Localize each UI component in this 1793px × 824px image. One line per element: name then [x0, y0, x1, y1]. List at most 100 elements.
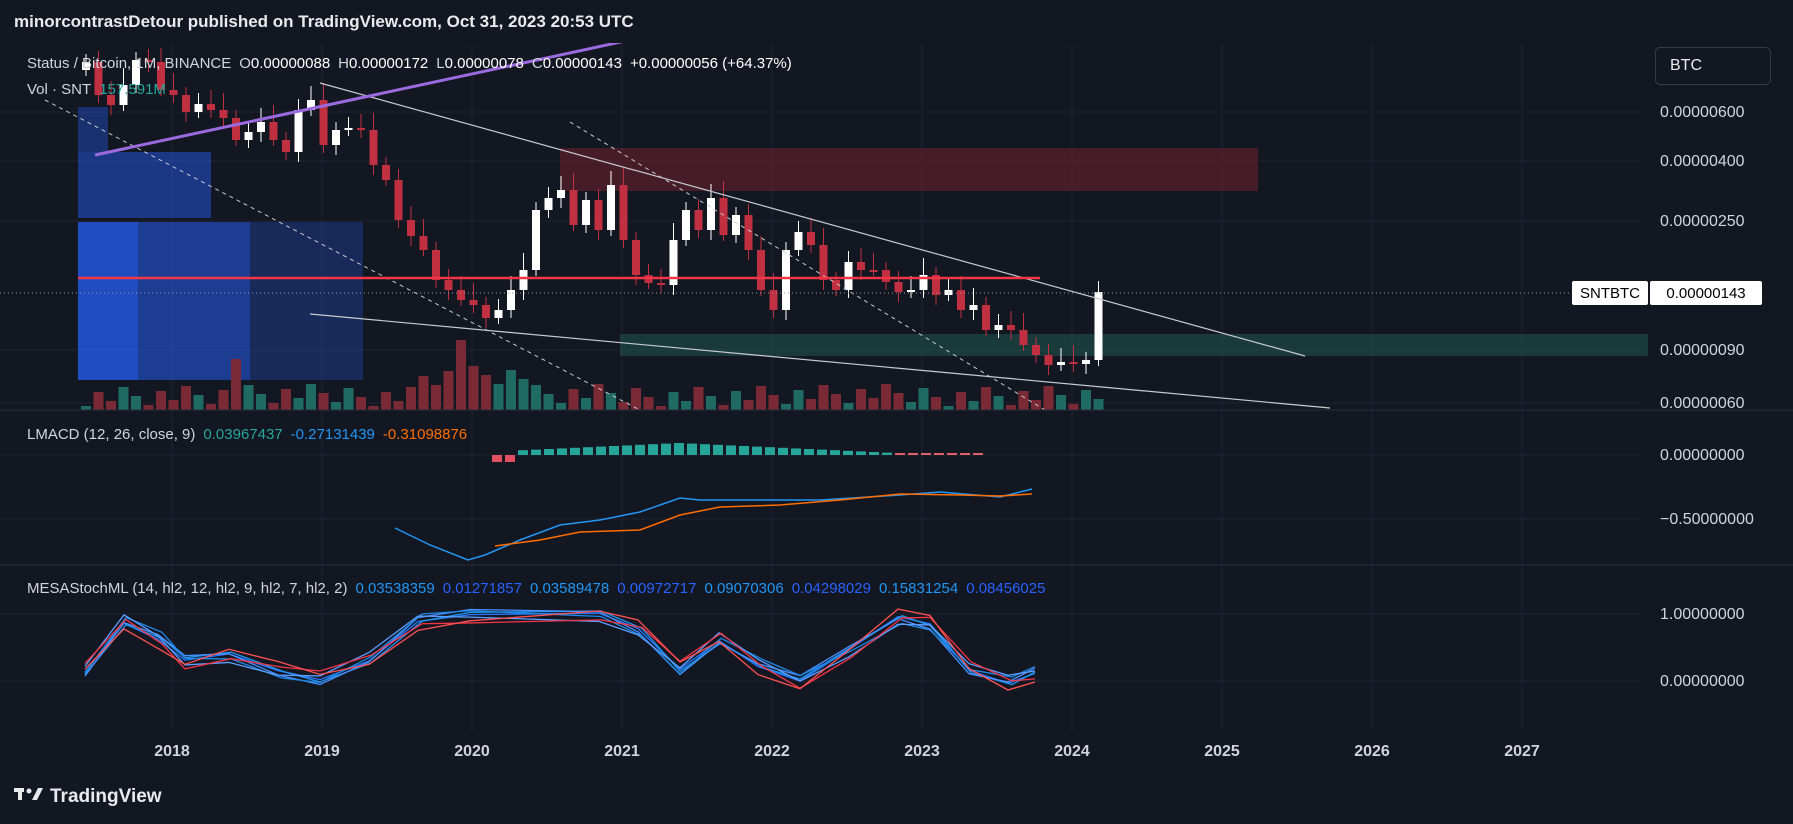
candle-body[interactable]: [632, 240, 640, 275]
main-legend[interactable]: Status / Bitcoin, 1M, BINANCE O0.00000088…: [27, 55, 800, 72]
candle-body[interactable]: [1032, 345, 1040, 355]
lmacd-name[interactable]: LMACD (12, 26, close, 9): [27, 426, 196, 443]
candle-body[interactable]: [607, 185, 615, 230]
candle-body[interactable]: [144, 60, 153, 62]
candle-body[interactable]: [1082, 360, 1090, 364]
candle-body[interactable]: [957, 290, 965, 310]
candle-body[interactable]: [532, 210, 540, 270]
candle-body[interactable]: [982, 305, 990, 330]
candle-body[interactable]: [1057, 362, 1065, 365]
candle-body[interactable]: [969, 305, 978, 310]
candle-body[interactable]: [169, 90, 178, 95]
candle-body[interactable]: [344, 128, 353, 130]
candle-body[interactable]: [257, 122, 265, 132]
candle-body[interactable]: [394, 180, 403, 220]
price-axis[interactable]: 0.00000600 0.00000400 0.00000250 0.00000090…: [1660, 104, 1754, 690]
lmacd-hist-bar: [856, 451, 866, 455]
candle-body[interactable]: [444, 280, 453, 290]
candle-body[interactable]: [94, 62, 103, 95]
candle-body[interactable]: [282, 140, 290, 152]
candle-body[interactable]: [457, 290, 465, 300]
mesa-legend[interactable]: MESAStochML (14, hl2, 12, hl2, 9, hl2, 7…: [27, 580, 1053, 597]
candle-body[interactable]: [819, 245, 828, 280]
volume-legend[interactable]: Vol · SNT 157.591M: [27, 81, 174, 98]
candle-body[interactable]: [382, 165, 390, 180]
candle-body[interactable]: [657, 283, 665, 285]
candle-body[interactable]: [1007, 325, 1015, 330]
candle-body[interactable]: [482, 305, 490, 318]
candle-body[interactable]: [469, 300, 478, 305]
candle-body[interactable]: [107, 95, 115, 105]
candle-body[interactable]: [157, 62, 165, 90]
candle-body[interactable]: [807, 232, 815, 245]
candle-body[interactable]: [544, 198, 553, 210]
candle-body[interactable]: [369, 130, 378, 165]
candle-body[interactable]: [519, 270, 528, 290]
price-tag-value-box: [1650, 281, 1762, 305]
candle-body[interactable]: [682, 210, 690, 240]
candle-body[interactable]: [357, 128, 365, 130]
candle-body[interactable]: [269, 122, 278, 140]
candle-body[interactable]: [319, 100, 328, 145]
candle-body[interactable]: [407, 220, 415, 236]
candle-body[interactable]: [619, 185, 628, 240]
candle-body[interactable]: [557, 190, 565, 198]
candle-body[interactable]: [919, 275, 928, 290]
candle-body[interactable]: [494, 310, 503, 318]
lmacd-hist-bar: [609, 446, 619, 455]
candle-body[interactable]: [182, 95, 190, 112]
candle-body[interactable]: [1044, 355, 1053, 365]
candle-body[interactable]: [719, 198, 728, 235]
candle-body[interactable]: [569, 190, 578, 225]
candle-body[interactable]: [757, 250, 765, 290]
candle-body[interactable]: [582, 200, 590, 225]
candle-body[interactable]: [869, 270, 878, 272]
candle-body[interactable]: [232, 118, 240, 140]
chart-area[interactable]: 0.00000600 0.00000400 0.00000250 0.00000090…: [0, 38, 1793, 800]
volume-label[interactable]: Vol · SNT: [27, 81, 92, 98]
candle-body[interactable]: [732, 215, 740, 235]
candle-body[interactable]: [907, 290, 915, 292]
candle-body[interactable]: [832, 280, 840, 290]
time-axis[interactable]: 2018 2019 2020 2021 2022 2023 2024 2025 2026 2027: [154, 743, 1540, 760]
candle-body[interactable]: [1019, 330, 1028, 345]
candle-body[interactable]: [994, 325, 1003, 330]
tradingview-footer[interactable]: TradingView: [14, 786, 162, 808]
candle-body[interactable]: [882, 270, 890, 282]
candle-body[interactable]: [594, 200, 603, 230]
upper-trendline[interactable]: [319, 82, 1306, 357]
candle-body[interactable]: [194, 104, 203, 112]
candle-body[interactable]: [132, 60, 140, 85]
candle-body[interactable]: [1094, 292, 1103, 360]
lmacd-legend[interactable]: LMACD (12, 26, close, 9) 0.03967437 -0.271…: [27, 426, 475, 443]
candle-body[interactable]: [782, 250, 790, 310]
candle-body[interactable]: [219, 110, 228, 118]
candle-body[interactable]: [669, 240, 678, 285]
candle-body[interactable]: [794, 232, 803, 250]
candle-body[interactable]: [769, 290, 778, 310]
candle-body[interactable]: [294, 110, 303, 152]
candle-body[interactable]: [1069, 362, 1078, 364]
candle-body[interactable]: [844, 262, 853, 290]
candle-body[interactable]: [207, 104, 215, 110]
candle-body[interactable]: [744, 215, 753, 250]
candle-body[interactable]: [119, 85, 128, 105]
candle-body[interactable]: [419, 236, 428, 250]
candle-body[interactable]: [694, 210, 703, 230]
candle-body[interactable]: [707, 198, 715, 230]
currency-button[interactable]: BTC: [1655, 47, 1771, 85]
candles[interactable]: [82, 48, 1103, 375]
candle-body[interactable]: [857, 262, 865, 270]
candle-body[interactable]: [894, 282, 903, 292]
candle-body[interactable]: [507, 290, 515, 310]
candle-body[interactable]: [82, 62, 90, 70]
chart-svg[interactable]: 0.00000600 0.00000400 0.00000250 0.00000090…: [0, 38, 1793, 800]
candle-body[interactable]: [244, 132, 253, 140]
legend-symbol[interactable]: Status / Bitcoin, 1M, BINANCE: [27, 55, 232, 72]
candle-body[interactable]: [332, 130, 340, 145]
candle-body[interactable]: [932, 275, 940, 295]
candle-body[interactable]: [432, 250, 440, 280]
candle-body[interactable]: [307, 100, 315, 110]
lower-trendline[interactable]: [309, 313, 1331, 409]
mesa-name[interactable]: MESAStochML (14, hl2, 12, hl2, 9, hl2, 7…: [27, 580, 348, 597]
